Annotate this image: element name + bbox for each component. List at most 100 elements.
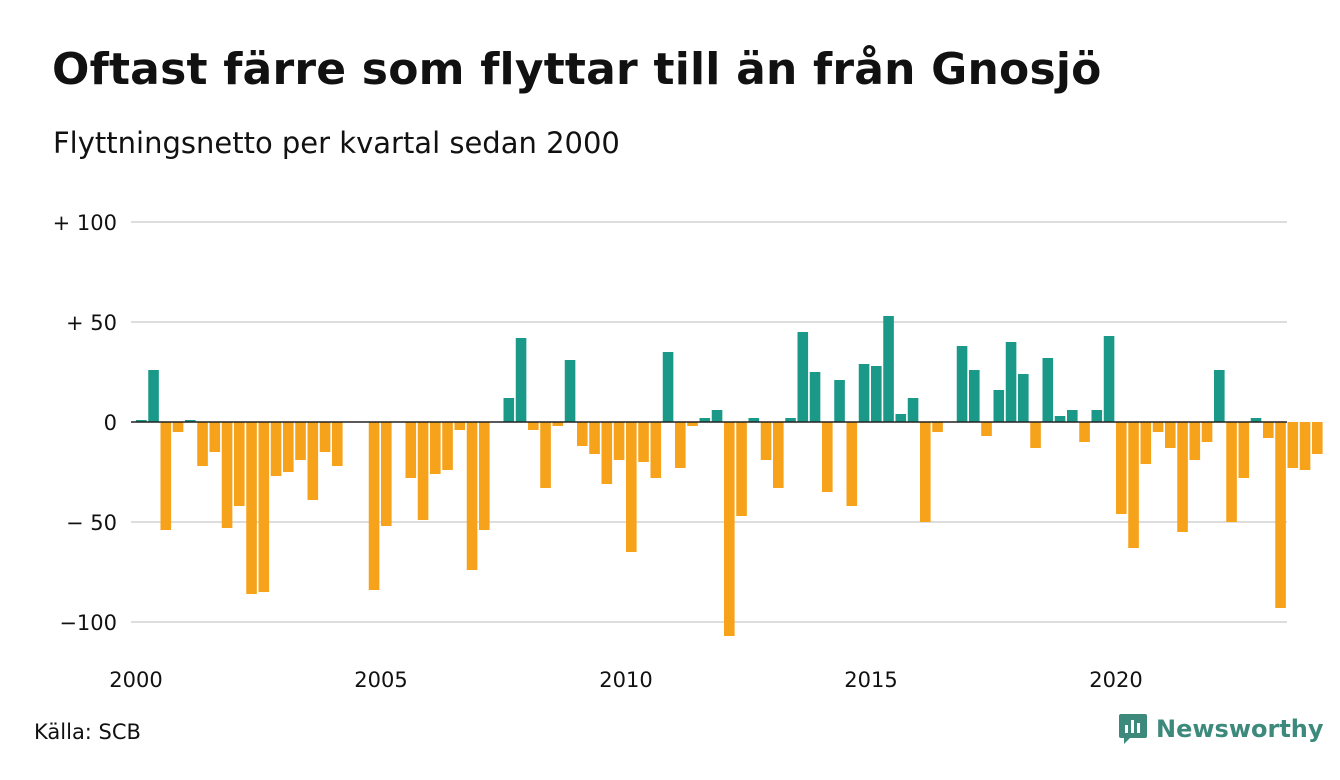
bar xyxy=(1103,336,1115,422)
bar xyxy=(699,418,711,422)
bar xyxy=(626,422,637,552)
bar xyxy=(1079,422,1090,442)
bar xyxy=(589,422,600,454)
chart-title: Oftast färre som flyttar till än från Gn… xyxy=(52,44,1102,95)
bar xyxy=(1312,422,1323,454)
brand-logo: Newsworthy xyxy=(1118,713,1324,745)
bar xyxy=(846,422,858,506)
bar xyxy=(650,422,662,478)
bar xyxy=(1214,370,1225,422)
bar xyxy=(1067,410,1078,422)
bar xyxy=(1128,422,1139,548)
bar xyxy=(809,372,821,422)
bar xyxy=(1299,422,1311,470)
bar xyxy=(687,422,698,426)
bar xyxy=(417,422,429,520)
bar xyxy=(136,420,147,422)
bar xyxy=(1226,422,1237,522)
bar xyxy=(1042,358,1054,422)
bar xyxy=(711,410,723,422)
bar xyxy=(332,422,343,466)
bar xyxy=(920,422,931,522)
bar xyxy=(858,364,870,422)
bar xyxy=(724,422,735,636)
bar xyxy=(319,422,331,452)
bar xyxy=(871,366,882,422)
bar xyxy=(1238,422,1250,478)
bar xyxy=(221,422,233,528)
bar xyxy=(515,338,527,422)
bar xyxy=(1152,422,1164,432)
bar xyxy=(1177,422,1188,532)
bar xyxy=(368,422,380,590)
bar xyxy=(258,422,270,592)
y-tick-label: 0 xyxy=(104,411,117,435)
chart-subtitle: Flyttningsnetto per kvartal sedan 2000 xyxy=(53,126,620,160)
bar xyxy=(1054,416,1066,422)
bar xyxy=(1140,422,1152,464)
bar xyxy=(430,422,441,474)
bar xyxy=(956,346,968,422)
bar xyxy=(736,422,747,516)
bar xyxy=(540,422,551,488)
newsworthy-logo-icon xyxy=(1119,714,1147,744)
bar xyxy=(932,422,943,432)
bar xyxy=(197,422,208,466)
gridlines xyxy=(131,221,1287,623)
bar xyxy=(1250,418,1262,422)
y-axis-labels: + 100 + 50 0 − 50 −100 xyxy=(53,211,117,635)
bar xyxy=(577,422,588,446)
bar xyxy=(405,422,417,478)
bar xyxy=(442,422,453,470)
y-tick-label: −100 xyxy=(59,611,117,635)
bar xyxy=(185,420,196,422)
bar xyxy=(454,422,466,430)
bar-chart: + 100 + 50 0 − 50 −100 2000 2005 2010 2015 2020 xyxy=(53,211,1323,692)
bar xyxy=(638,422,649,462)
bar xyxy=(160,422,172,530)
y-tick-label: − 50 xyxy=(66,511,117,535)
bar xyxy=(479,422,490,530)
bar xyxy=(1165,422,1176,448)
bar xyxy=(564,360,576,422)
bar xyxy=(993,390,1005,422)
bar xyxy=(613,422,625,460)
bar xyxy=(895,414,907,422)
bar xyxy=(148,370,159,422)
x-tick-label: 2020 xyxy=(1089,668,1142,692)
bar xyxy=(283,422,294,472)
bar xyxy=(246,422,257,594)
bar xyxy=(907,398,919,422)
x-tick-label: 2015 xyxy=(844,668,897,692)
bar xyxy=(1018,374,1029,422)
bar xyxy=(748,418,760,422)
bar xyxy=(834,380,845,422)
bar xyxy=(503,398,515,422)
bar xyxy=(1201,422,1213,442)
bar xyxy=(797,332,809,422)
y-tick-label: + 100 xyxy=(53,211,117,235)
bar xyxy=(270,422,282,476)
bars xyxy=(136,316,1323,636)
bar xyxy=(209,422,221,452)
source-note: Källa: SCB xyxy=(34,720,141,744)
bar xyxy=(466,422,478,570)
bar xyxy=(601,422,613,484)
bar xyxy=(1287,422,1299,468)
bar xyxy=(528,422,539,430)
bar xyxy=(675,422,686,468)
bar xyxy=(172,422,184,432)
bar xyxy=(307,422,319,500)
bar xyxy=(1116,422,1127,514)
bar xyxy=(552,422,564,426)
bar xyxy=(381,422,392,526)
x-tick-label: 2010 xyxy=(599,668,652,692)
bar xyxy=(822,422,833,492)
bar xyxy=(1189,422,1201,460)
bar xyxy=(883,316,894,422)
bar xyxy=(969,370,980,422)
bar xyxy=(1091,410,1103,422)
bar xyxy=(773,422,784,488)
bar xyxy=(295,422,306,460)
bar xyxy=(234,422,245,506)
